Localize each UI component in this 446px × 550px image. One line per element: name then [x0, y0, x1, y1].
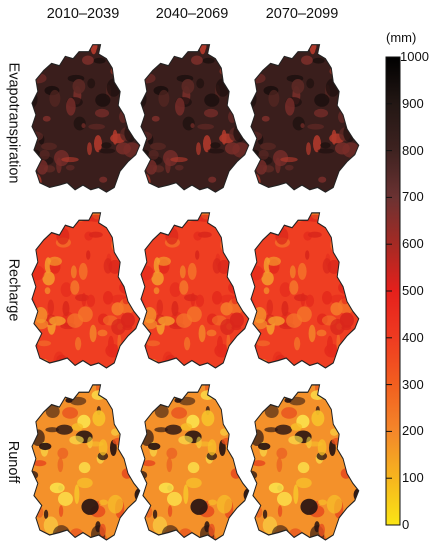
colorbar-tick-500: 500	[402, 283, 424, 298]
colorbar-tick-700: 700	[402, 189, 424, 205]
map-evapotranspiration-2	[140, 44, 250, 193]
colorbar-tick-300: 300	[402, 376, 424, 392]
map-evapotranspiration-1	[31, 44, 141, 193]
colorbar-tick-400: 400	[402, 329, 424, 345]
column-title-1: 2010–2039	[46, 6, 120, 22]
map-runoff-1	[31, 384, 141, 541]
colorbar-tick-100: 100	[402, 470, 424, 486]
map-evapotranspiration-3	[250, 44, 360, 193]
column-title-2: 2040–2069	[155, 6, 229, 22]
colorbar-tick-0: 0	[402, 517, 410, 532]
colorbar-tick-900: 900	[402, 95, 424, 111]
colorbar-tick-1000: 1000	[400, 49, 429, 64]
map-runoff-2	[140, 384, 250, 541]
map-recharge-1	[31, 212, 141, 369]
colorbar-unit: (mm)	[386, 30, 417, 45]
map-recharge-2	[140, 212, 250, 369]
colorbar-tick-200: 200	[402, 423, 424, 439]
colorbar-tick-800: 800	[402, 142, 424, 158]
map-runoff-3	[250, 384, 360, 541]
colorbar	[385, 56, 401, 526]
column-title-3: 2070–2099	[265, 6, 339, 22]
map-recharge-3	[250, 212, 360, 369]
colorbar-tick-600: 600	[402, 236, 424, 252]
